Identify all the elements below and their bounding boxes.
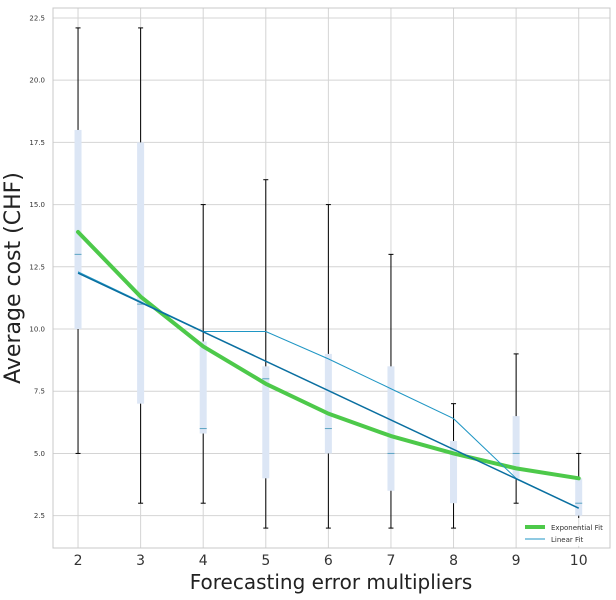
boxes: [74, 27, 583, 529]
legend-label-exponential-fit: Exponential Fit: [551, 524, 603, 532]
box-iqr: [575, 478, 583, 516]
legend-label-linear-fit: Linear Fit: [551, 536, 583, 544]
grid: [53, 8, 610, 548]
box-10: [575, 452, 583, 529]
y-tick-label: 22.5: [29, 14, 45, 22]
box-iqr: [199, 341, 207, 434]
box-3: [137, 27, 145, 504]
box-9: [512, 353, 520, 504]
box-iqr: [262, 366, 270, 479]
box-6: [324, 204, 332, 529]
linear-trend-line: [77, 272, 580, 509]
y-tick-label: 15.0: [29, 201, 45, 209]
x-tick-label: 10: [570, 553, 588, 569]
box-iqr: [324, 353, 332, 454]
y-tick-label: 5.0: [34, 450, 45, 458]
y-tick-label: 17.5: [29, 139, 45, 147]
x-tick-label: 5: [261, 553, 270, 569]
box-7: [387, 253, 395, 529]
box-5: [262, 179, 270, 529]
box-2: [74, 27, 82, 454]
legend-background: [517, 518, 607, 546]
y-tick-label: 7.5: [34, 388, 45, 396]
box-4: [199, 204, 207, 504]
y-tick-label: 10.0: [29, 326, 45, 334]
x-tick-label: 9: [512, 553, 521, 569]
box-iqr: [512, 416, 520, 479]
x-tick-labels: 2 3 4 5 6 7 8 9 10: [74, 553, 588, 569]
plot-frame: [52, 7, 611, 549]
x-tick-label: 7: [386, 553, 395, 569]
box-iqr: [450, 440, 458, 504]
y-tick-labels: 2.5 5.0 7.5 10.0 12.5 15.0 17.5 20.0 22.5: [29, 14, 45, 520]
box-iqr: [74, 129, 82, 330]
x-tick-label: 6: [324, 553, 333, 569]
x-axis-label: Forecasting error multipliers: [190, 570, 473, 594]
legend: Exponential Fit Linear Fit: [517, 518, 607, 546]
x-tick-label: 2: [74, 553, 83, 569]
fit-lines: [76, 229, 581, 509]
x-tick-label: 8: [449, 553, 458, 569]
x-tick-label: 4: [199, 553, 208, 569]
y-axis-label: Average cost (CHF): [1, 172, 26, 384]
x-tick-label: 3: [136, 553, 145, 569]
box-8: [450, 403, 458, 529]
y-tick-label: 20.0: [29, 77, 45, 85]
box-iqr: [387, 366, 395, 491]
box-iqr: [137, 142, 145, 404]
exponential-fit-line: [76, 229, 581, 481]
y-tick-label: 2.5: [34, 512, 45, 520]
y-tick-label: 12.5: [29, 263, 45, 271]
